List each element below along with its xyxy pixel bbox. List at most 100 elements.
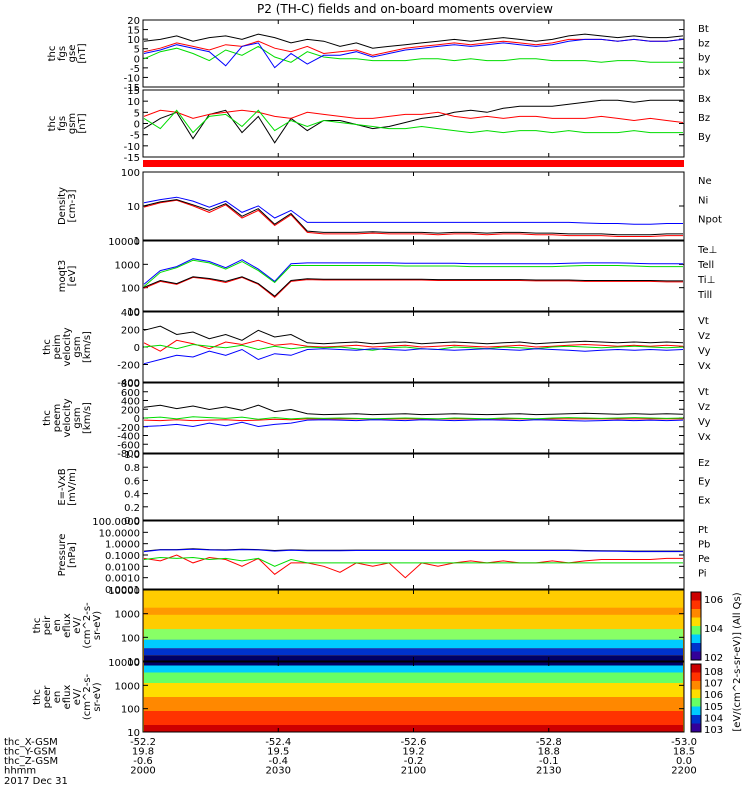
colorbar-frame [690,591,702,661]
y-axis-label: [km/s] [82,402,93,434]
colorbar-label: [eV/(cm^2-s-sr-eV)] (All Qs) [732,592,743,731]
x-tick-label: 19.8 [132,747,154,758]
legend-label: Vx [698,361,711,372]
heatmap-band [144,607,683,615]
series-line-Tell [143,276,683,297]
y-axis-label: [mV/m] [67,468,78,506]
colorbar-frame [690,663,702,733]
series-line-Pb [143,554,683,579]
x-tick-label: 2030 [266,766,291,777]
y-tick-label: 1000 [115,260,140,271]
figure-title: P2 (TH-C) fields and on-board moments ov… [257,2,553,16]
legend-label: bz [698,38,710,49]
y-tick-label: 1.0000 [105,540,140,551]
y-tick-label: 200 [121,405,140,416]
colorbar-segment [691,600,701,610]
y-tick-label: -800 [117,449,140,460]
panel-density: Density [cm-3] 100 10 1 Ne Ni Npot [57,168,722,247]
y-tick-label: 10000 [108,586,140,597]
x-tick-label: -52.2 [130,737,156,748]
y-axis-label: [nT] [77,43,88,63]
y-axis-label: peim [52,334,63,359]
colorbar-segment [691,706,701,716]
panel-peim_velocity: thc peim velocity gsm [km/s] 400 200 0 -200 -400 V… [42,308,711,389]
colorbar-segment [691,592,701,601]
y-tick-label: 20 [127,16,140,27]
y-axis-label: velocity [62,398,73,437]
y-tick-label: 0.1000 [105,551,140,562]
y-tick-label: 0.0100 [105,562,140,573]
panel-frame [142,311,685,383]
y-axis-label: velocity [62,327,73,366]
y-tick-label: 10.0000 [99,528,140,539]
y-axis-label: E=-VxB [57,468,68,505]
y-axis-label: [nT] [77,113,88,133]
colorbar-segment [691,643,701,652]
legend-label: Vt [698,316,709,327]
y-axis-label: fgs [57,116,68,131]
y-tick-label: -10 [124,142,140,153]
y-tick-label: 1000 [115,681,140,692]
y-tick-label: 0.8 [124,463,140,474]
legend-label: Ti⊥ [697,275,715,286]
y-tick-label: 100 [121,168,140,179]
x-tick-label: 2100 [401,766,426,777]
panel-moments: moqt3 [eV] 10000 1000 100 10 Te⊥ Tell Ti⊥ Till [57,237,717,318]
series-line-Bt [143,33,684,49]
colorbar-tick-label: 108 [704,667,723,678]
y-axis-label: gsm [72,336,83,357]
x-tick-label: -0.1 [539,756,559,767]
colorbar-tick-label: 104 [704,624,723,635]
heatmap-band [144,639,683,649]
panel-frame [142,240,685,312]
legend-label: Ex [698,495,710,506]
legend-label: Vy [698,417,711,428]
y-tick-label: 15 [127,26,140,37]
panel-frame [142,453,685,521]
colorbar-segment [691,672,701,682]
y-tick-label: 10000 [108,658,140,669]
y-tick-label: -200 [117,361,140,372]
y-axis-label: [eV] [67,266,78,287]
y-tick-label: 600 [121,388,140,399]
legend-label: Pt [698,525,708,536]
colorbar-segment [691,609,701,618]
x-tick-label: -52.6 [401,737,427,748]
colorbar-tick-label: 106 [704,595,723,606]
legend-label: Pb [698,540,710,551]
y-axis-label: gsm [72,407,83,428]
x-tick-label: -53.0 [671,737,697,748]
heatmap-band [144,672,683,683]
y-axis-label: peer [42,685,53,709]
series-line-Npot [143,196,683,225]
colorbar-segment [691,698,701,707]
y-axis-label: Density [57,187,68,225]
y-axis-label: thc [42,410,53,426]
y-tick-label: 0.2 [124,503,140,514]
series-line-Vy [143,416,684,420]
y-tick-label: 100 [121,705,140,716]
x-row-label: thc_Z-GSM [4,756,58,767]
legend-label: Ez [698,458,710,469]
colorbar-segment [691,715,701,724]
y-tick-label: 0 [134,120,140,131]
y-tick-label: 1000 [115,610,140,621]
series-line-By [143,109,683,134]
y-axis-label: fgs [57,46,68,61]
y-axis-label: gse [67,45,78,63]
y-axis-label: eflux [62,613,73,638]
y-tick-label: 10 [127,97,140,108]
colorbar-tick-label: 102 [704,653,723,664]
series-line-by [143,45,683,63]
series-line-Ne [143,199,683,237]
series-line-Bx [143,99,683,144]
y-tick-label: 0.6 [124,476,140,487]
heatmap-band [144,614,683,630]
y-tick-label: 10 [127,202,140,213]
y-tick-label: 10 [127,35,140,46]
y-tick-label: 0.4 [124,490,140,501]
y-tick-label: -15 [124,83,140,94]
y-tick-label: 100 [121,633,140,644]
